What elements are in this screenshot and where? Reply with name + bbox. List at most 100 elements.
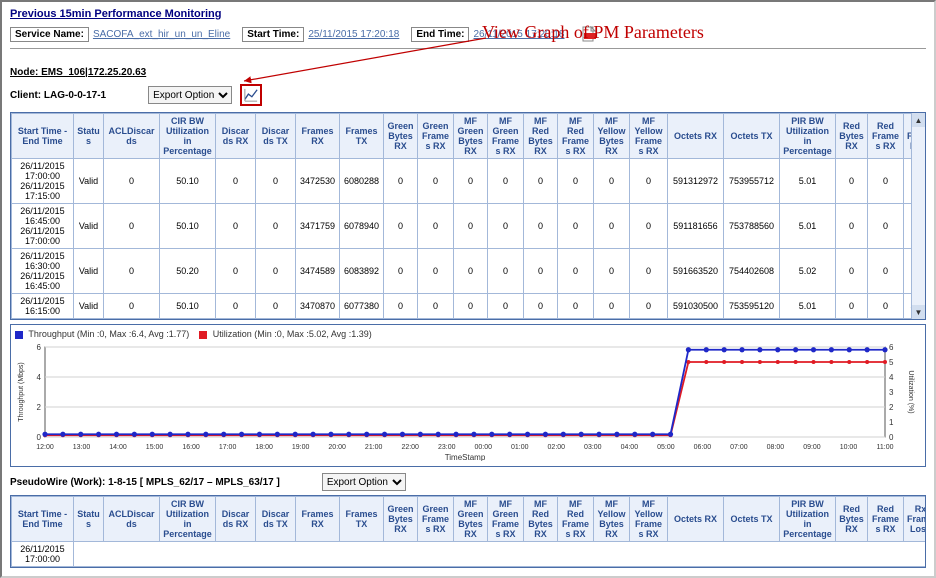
cell: 0 bbox=[384, 294, 418, 319]
cell: 0 bbox=[558, 249, 594, 294]
svg-text:Throughput (Mbps): Throughput (Mbps) bbox=[18, 362, 25, 422]
col-header: Frames RX bbox=[296, 114, 340, 159]
col-header: MF Red Bytes RX bbox=[524, 497, 558, 542]
cell: 0 bbox=[418, 204, 454, 249]
pseudowire-export-select[interactable]: Export Option bbox=[322, 473, 406, 491]
table-row: 26/11/2015 17:00:00 26/11/2015 17:15:00V… bbox=[12, 159, 927, 204]
cell: 5.01 bbox=[780, 204, 836, 249]
cell: 0 bbox=[488, 249, 524, 294]
svg-text:19:00: 19:00 bbox=[292, 444, 310, 451]
cell: 26/11/2015 17:00:00 26/11/2015 17:15:00 bbox=[12, 159, 74, 204]
cell: 0 bbox=[488, 204, 524, 249]
col-header: Discards RX bbox=[216, 497, 256, 542]
col-header: MF Red Frames RX bbox=[558, 114, 594, 159]
start-time-link[interactable]: 25/11/2015 17:20:18 bbox=[308, 29, 399, 40]
legend-throughput-swatch bbox=[15, 331, 23, 339]
svg-text:Utilization (%): Utilization (%) bbox=[907, 370, 914, 413]
cell: 753595120 bbox=[724, 294, 780, 319]
col-header: Red Frames RX bbox=[868, 114, 904, 159]
col-header: Frames RX bbox=[296, 497, 340, 542]
legend-utilization-swatch bbox=[199, 331, 207, 339]
cell: 0 bbox=[418, 159, 454, 204]
cell: 0 bbox=[630, 159, 668, 204]
cell: 5.01 bbox=[780, 294, 836, 319]
pseudowire-table: Start Time - End TimeStatusACLDiscardsCI… bbox=[11, 496, 926, 567]
svg-text:06:00: 06:00 bbox=[694, 444, 712, 451]
col-header: Discards TX bbox=[256, 497, 296, 542]
cell: 0 bbox=[524, 159, 558, 204]
cell: 0 bbox=[384, 159, 418, 204]
col-header: Discards RX bbox=[216, 114, 256, 159]
service-name-link[interactable]: SACOFA_ext_hir_un_un_Eline bbox=[93, 29, 230, 40]
svg-text:3: 3 bbox=[889, 388, 894, 397]
scroll-up-icon[interactable]: ▲ bbox=[912, 113, 925, 127]
legend-utilization-label: Utilization (Min :0, Max :5.02, Avg :1.3… bbox=[213, 329, 372, 339]
cell: 0 bbox=[836, 204, 868, 249]
pm-table-container: ▲ ▼ Start Time - End TimeStatusACLDiscar… bbox=[10, 112, 926, 320]
svg-text:15:00: 15:00 bbox=[146, 444, 164, 451]
svg-text:TimeStamp: TimeStamp bbox=[445, 453, 486, 461]
cell: 0 bbox=[868, 249, 904, 294]
cell: 0 bbox=[630, 294, 668, 319]
cell: 26/11/2015 16:15:00 bbox=[12, 294, 74, 319]
svg-text:07:00: 07:00 bbox=[730, 444, 748, 451]
col-header: Start Time - End Time bbox=[12, 497, 74, 542]
cell: 6083892 bbox=[340, 249, 384, 294]
svg-text:0: 0 bbox=[889, 433, 894, 442]
col-header: MF Red Frames RX bbox=[558, 497, 594, 542]
svg-text:10:00: 10:00 bbox=[840, 444, 858, 451]
cell: 6080288 bbox=[340, 159, 384, 204]
table-row: 26/11/2015 16:45:00 26/11/2015 17:00:00V… bbox=[12, 204, 927, 249]
cell: 0 bbox=[454, 204, 488, 249]
pseudowire-table-container: Start Time - End TimeStatusACLDiscardsCI… bbox=[10, 495, 926, 568]
cell: 0 bbox=[488, 159, 524, 204]
cell: 0 bbox=[454, 294, 488, 319]
cell: 3472530 bbox=[296, 159, 340, 204]
start-time-label: Start Time: bbox=[242, 27, 304, 42]
cell: 6078940 bbox=[340, 204, 384, 249]
cell: 0 bbox=[104, 204, 160, 249]
svg-text:00:00: 00:00 bbox=[474, 444, 492, 451]
cell: Valid bbox=[74, 204, 104, 249]
client-label: Client: LAG-0-0-17-1 bbox=[10, 90, 106, 101]
col-header: Rx Frame Loss bbox=[904, 497, 927, 542]
cell: 753955712 bbox=[724, 159, 780, 204]
cell: 0 bbox=[524, 204, 558, 249]
svg-text:21:00: 21:00 bbox=[365, 444, 383, 451]
cell: 0 bbox=[630, 249, 668, 294]
cell: 0 bbox=[594, 159, 630, 204]
cell: 0 bbox=[868, 294, 904, 319]
svg-text:5: 5 bbox=[889, 358, 894, 367]
svg-text:01:00: 01:00 bbox=[511, 444, 529, 451]
cell: 0 bbox=[454, 249, 488, 294]
svg-text:4: 4 bbox=[889, 373, 894, 382]
svg-text:04:00: 04:00 bbox=[621, 444, 639, 451]
cell: 0 bbox=[558, 159, 594, 204]
cell: 6077380 bbox=[340, 294, 384, 319]
view-graph-button[interactable] bbox=[240, 84, 262, 106]
cell: 0 bbox=[836, 249, 868, 294]
cell: 591030500 bbox=[668, 294, 724, 319]
cell: 0 bbox=[256, 159, 296, 204]
col-header: MF Yellow Bytes RX bbox=[594, 114, 630, 159]
svg-text:1: 1 bbox=[889, 418, 894, 427]
page-title[interactable]: Previous 15min Performance Monitoring bbox=[10, 8, 222, 20]
cell: 3471759 bbox=[296, 204, 340, 249]
svg-text:09:00: 09:00 bbox=[803, 444, 821, 451]
cell: Valid bbox=[74, 249, 104, 294]
cell: 0 bbox=[104, 159, 160, 204]
cell: 26/11/2015 16:30:00 26/11/2015 16:45:00 bbox=[12, 249, 74, 294]
export-option-select[interactable]: Export Option bbox=[148, 86, 232, 104]
svg-text:6: 6 bbox=[37, 343, 42, 352]
svg-text:23:00: 23:00 bbox=[438, 444, 456, 451]
col-header: Green Frames RX bbox=[418, 497, 454, 542]
cell: Valid bbox=[74, 159, 104, 204]
col-header: CIR BW Utilization in Percentage bbox=[160, 497, 216, 542]
table-vertical-scrollbar[interactable]: ▲ ▼ bbox=[911, 113, 925, 319]
col-header: MF Yellow Bytes RX bbox=[594, 497, 630, 542]
cell: 0 bbox=[630, 204, 668, 249]
cell: 0 bbox=[558, 204, 594, 249]
scroll-down-icon[interactable]: ▼ bbox=[912, 305, 925, 319]
table-row: 26/11/2015 17:00:00 bbox=[12, 542, 927, 567]
col-header: Status bbox=[74, 497, 104, 542]
